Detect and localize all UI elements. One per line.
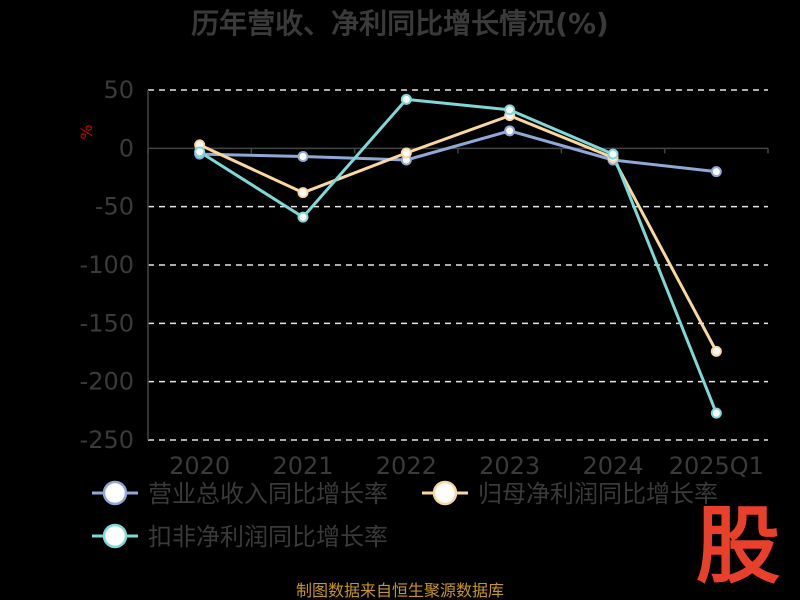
- x-tick-label: 2020: [169, 452, 230, 480]
- x-tick-label: 2022: [376, 452, 437, 480]
- x-tick-label: 2023: [479, 452, 540, 480]
- legend-marker: [102, 523, 128, 549]
- chart-title: 历年营收、净利同比增长情况(%): [191, 7, 609, 40]
- data-point: [297, 151, 309, 162]
- x-tick-label: 2024: [582, 452, 643, 480]
- series-line: [199, 129, 717, 174]
- legend-marker: [432, 480, 458, 506]
- legend-label: 营业总收入同比增长率: [148, 480, 388, 508]
- y-axis-label: %: [77, 124, 96, 139]
- x-axis-ticks: 2020 2021 2022 2023 2024 2025Q1: [169, 452, 764, 480]
- legend-label: 扣非净利润同比增长率: [148, 523, 388, 551]
- data-point: [400, 93, 412, 105]
- legend-marker: [102, 480, 128, 506]
- data-source-note: 制图数据来自恒生聚源数据库: [296, 581, 504, 600]
- y-tick-label: -250: [80, 426, 134, 454]
- data-point: [504, 104, 516, 116]
- x-tick-label: 2021: [272, 452, 333, 480]
- y-axis-ticks: 50 0 -50 -100 -150 -200 -250: [80, 76, 134, 454]
- y-tick-label: 50: [103, 76, 134, 104]
- data-point: [504, 125, 516, 137]
- series-line: [199, 114, 718, 353]
- data-point: [710, 407, 722, 419]
- brand-logo: 股: [696, 496, 780, 595]
- series-line: [198, 97, 718, 414]
- data-point: [400, 147, 412, 159]
- data-point: [297, 211, 309, 223]
- data-point: [710, 166, 722, 178]
- data-point: [607, 148, 619, 160]
- x-tick-label: 2025Q1: [669, 452, 764, 480]
- data-point: [710, 345, 722, 357]
- y-tick-label: -100: [80, 251, 134, 279]
- legend-label: 归母净利润同比增长率: [478, 480, 718, 508]
- y-tick-label: -200: [80, 368, 134, 396]
- series-lines: [194, 93, 722, 419]
- y-tick-label: -150: [80, 309, 134, 337]
- y-tick-label: 0: [119, 134, 134, 162]
- grid: [147, 89, 769, 441]
- data-point: [297, 187, 309, 199]
- data-point: [194, 146, 206, 158]
- y-tick-label: -50: [95, 193, 134, 221]
